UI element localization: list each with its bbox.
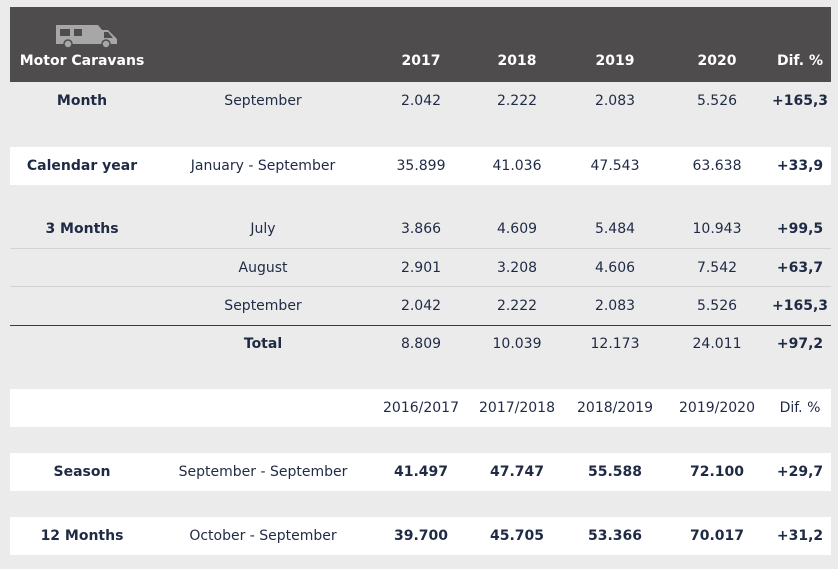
value-cell: 10.943 [692, 221, 742, 237]
table-title: Motor Caravans [19, 53, 145, 69]
season-year-header: 2017/2018 [479, 400, 555, 416]
value-cell: 41.036 [492, 158, 542, 174]
table-row-calendar-year: Calendar year January - September 35.899… [10, 147, 831, 185]
dif-cell: +165,3 [771, 93, 829, 109]
value-cell: 55.588 [587, 464, 643, 480]
dif-cell: +165,3 [771, 298, 829, 314]
dif-cell: +63,7 [776, 259, 824, 276]
row-label: Calendar year [26, 158, 138, 174]
value-cell: 4.606 [594, 259, 636, 276]
table-row-month: Month September 2.042 2.222 2.083 5.526 … [10, 82, 831, 120]
value-cell: 2.042 [400, 298, 442, 314]
dif-cell: +97,2 [776, 336, 824, 352]
value-cell: 2.901 [400, 259, 442, 276]
value-cell: 24.011 [692, 336, 742, 352]
row-period: September - September [178, 464, 348, 480]
value-cell: 10.039 [492, 336, 542, 352]
row-period: October - September [189, 528, 337, 544]
value-cell: 5.526 [696, 93, 738, 109]
value-cell: 2.083 [594, 298, 636, 314]
value-cell: 72.100 [689, 464, 745, 480]
motorhome-icon [56, 25, 117, 49]
season-year-header: 2019/2020 [679, 400, 755, 416]
row-period: July [250, 221, 276, 237]
year-header: 2017 [401, 53, 441, 69]
row-label: Month [56, 93, 108, 109]
row-period: September [224, 298, 302, 314]
dif-cell: +31,2 [776, 528, 824, 544]
value-cell: 2.083 [594, 93, 636, 109]
value-cell: 45.705 [489, 528, 545, 544]
year-header: 2020 [697, 53, 737, 69]
dif-header: Dif. % [777, 53, 823, 69]
row-label: 3 Months [45, 221, 119, 237]
value-cell: 2.222 [496, 298, 538, 314]
year-header: 2018 [497, 53, 537, 69]
season-header-row: 2016/2017 2017/2018 2018/2019 2019/2020 … [10, 389, 831, 427]
total-divider [10, 325, 831, 326]
row-divider [10, 286, 831, 287]
dif-cell: +33,9 [776, 158, 824, 174]
value-cell: 2.222 [496, 93, 538, 109]
table-row-3months-july: 3 Months July 3.866 4.609 5.484 10.943 +… [10, 210, 831, 248]
table-row-3months-september: September 2.042 2.222 2.083 5.526 +165,3 [10, 287, 831, 325]
row-period: September [224, 93, 302, 109]
dif-cell: +29,7 [776, 464, 824, 480]
row-period: August [238, 259, 288, 276]
value-cell: 3.866 [400, 221, 442, 237]
value-cell: 47.543 [590, 158, 640, 174]
value-cell: 2.042 [400, 93, 442, 109]
row-label: Season [53, 464, 111, 480]
table-row-12-months: 12 Months October - September 39.700 45.… [10, 517, 831, 555]
value-cell: 47.747 [489, 464, 545, 480]
table-header: Motor Caravans 2017 2018 2019 2020 Dif. … [10, 7, 831, 82]
table-row-3months-august: August 2.901 3.208 4.606 7.542 +63,7 [10, 249, 831, 286]
value-cell: 8.809 [400, 336, 442, 352]
value-cell: 3.208 [496, 259, 538, 276]
season-year-header: 2016/2017 [383, 400, 459, 416]
value-cell: 70.017 [689, 528, 745, 544]
value-cell: 5.526 [696, 298, 738, 314]
year-header: 2019 [595, 53, 635, 69]
dif-cell: +99,5 [776, 221, 824, 237]
value-cell: 39.700 [393, 528, 449, 544]
value-cell: 4.609 [496, 221, 538, 237]
season-year-header: 2018/2019 [577, 400, 653, 416]
value-cell: 5.484 [594, 221, 636, 237]
table-row-season: Season September - September 41.497 47.7… [10, 453, 831, 491]
total-label: Total [243, 336, 283, 352]
season-dif-header: Dif. % [779, 400, 821, 416]
table-row-total: Total 8.809 10.039 12.173 24.011 +97,2 [10, 326, 831, 362]
value-cell: 12.173 [590, 336, 640, 352]
row-label: 12 Months [40, 528, 124, 544]
row-divider [10, 248, 831, 249]
value-cell: 7.542 [696, 259, 738, 276]
value-cell: 41.497 [393, 464, 449, 480]
value-cell: 53.366 [587, 528, 643, 544]
value-cell: 63.638 [692, 158, 742, 174]
value-cell: 35.899 [396, 158, 446, 174]
row-period: January - September [190, 158, 336, 174]
